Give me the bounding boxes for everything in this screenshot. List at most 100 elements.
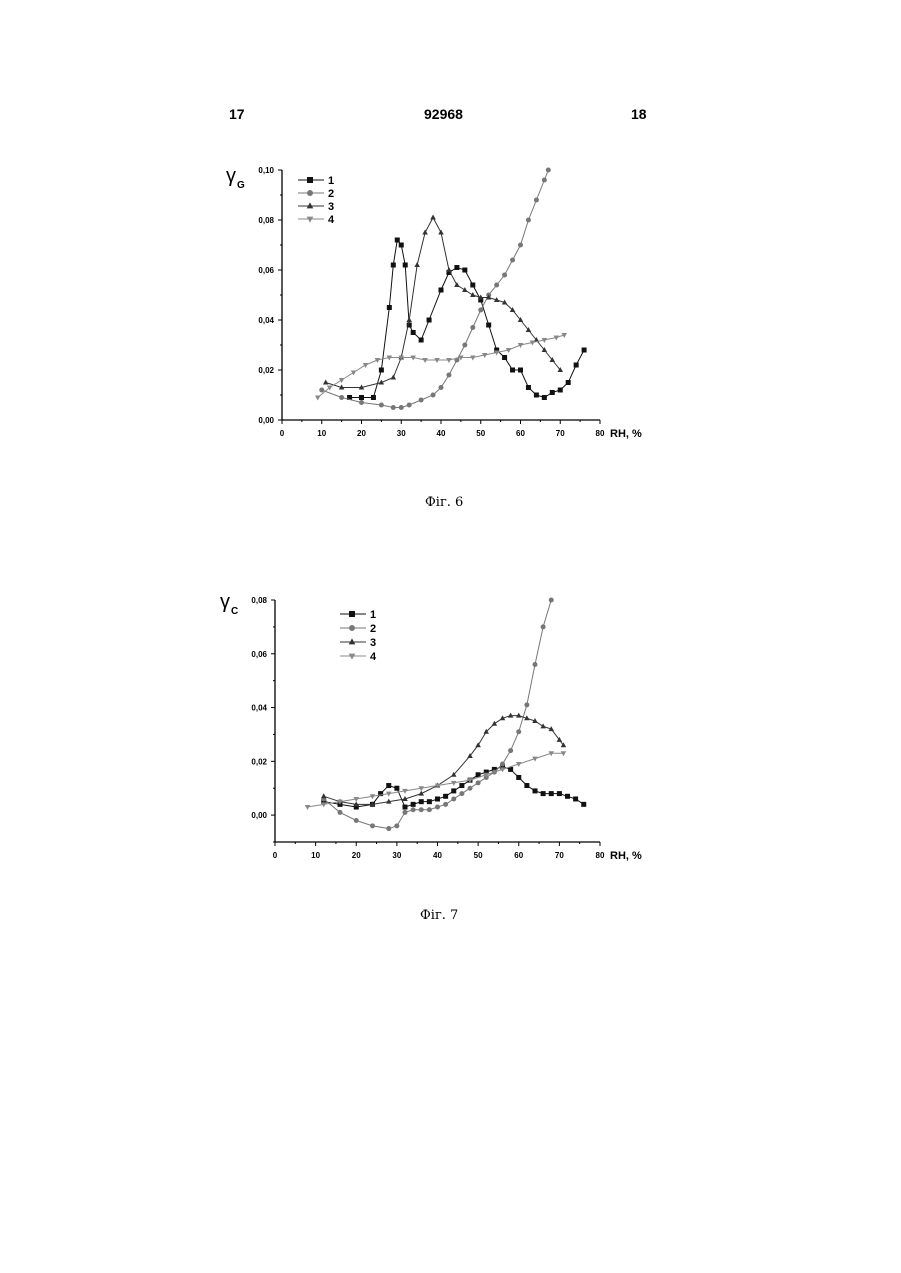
y-tick-label: 0,00 xyxy=(258,416,274,425)
axes: 010203040506070800,000,020,040,060,08RH,… xyxy=(220,580,642,862)
y-tick-label: 0,04 xyxy=(258,316,274,325)
data-point xyxy=(470,283,475,288)
data-point xyxy=(351,371,357,376)
data-point xyxy=(492,721,498,726)
data-point xyxy=(419,799,424,804)
legend-item-1: 1 xyxy=(298,175,334,187)
data-point xyxy=(542,178,547,183)
y-tick-label: 0,02 xyxy=(251,757,267,766)
y-tick-label: 0,06 xyxy=(258,266,274,275)
x-tick-label: 40 xyxy=(437,429,446,438)
data-point xyxy=(339,378,345,383)
figure-7-caption: Фіг. 7 xyxy=(420,908,458,923)
data-point xyxy=(518,368,523,373)
data-point xyxy=(478,308,483,313)
data-point xyxy=(435,796,440,801)
y-tick-label: 0,10 xyxy=(258,166,274,175)
figure-6-chart: 010203040506070800,000,020,040,060,080,1… xyxy=(0,150,901,460)
data-point xyxy=(516,713,522,718)
data-point xyxy=(502,273,507,278)
x-tick-label: 80 xyxy=(596,851,605,860)
data-point xyxy=(411,330,416,335)
data-point xyxy=(386,783,391,788)
series-line xyxy=(350,240,585,398)
data-point xyxy=(411,807,416,812)
legend-marker xyxy=(349,625,355,631)
data-point xyxy=(431,393,436,398)
figure-6-caption: Фіг. 6 xyxy=(425,495,463,510)
data-point xyxy=(407,403,412,408)
patent-number: 92968 xyxy=(424,106,463,122)
y-tick-label: 0,08 xyxy=(258,216,274,225)
data-point xyxy=(565,794,570,799)
data-point xyxy=(321,793,327,798)
legend-label: 3 xyxy=(370,637,376,649)
x-tick-label: 20 xyxy=(357,429,366,438)
data-point xyxy=(468,786,473,791)
y-axis-label-subscript: G xyxy=(237,180,245,191)
x-tick-label: 60 xyxy=(516,429,525,438)
data-point xyxy=(462,268,467,273)
legend-item-4: 4 xyxy=(298,214,335,226)
data-point xyxy=(370,823,375,828)
data-point xyxy=(391,263,396,268)
data-point xyxy=(451,788,456,793)
data-point xyxy=(454,265,459,270)
data-point xyxy=(419,398,424,403)
data-point xyxy=(411,802,416,807)
data-point xyxy=(462,343,467,348)
data-point xyxy=(391,405,396,410)
legend-marker xyxy=(349,611,355,617)
page-number-left: 17 xyxy=(229,106,245,122)
data-point xyxy=(558,388,563,393)
data-point xyxy=(443,794,448,799)
data-point xyxy=(542,395,547,400)
series-1 xyxy=(347,238,587,401)
data-point xyxy=(446,373,451,378)
legend-marker xyxy=(307,177,313,183)
data-point xyxy=(359,400,364,405)
legend-label: 2 xyxy=(370,623,376,635)
data-point xyxy=(502,355,507,360)
data-point xyxy=(533,788,538,793)
data-point xyxy=(387,305,392,310)
data-point xyxy=(319,388,324,393)
data-point xyxy=(427,807,432,812)
data-point xyxy=(451,796,456,801)
legend-item-4: 4 xyxy=(340,651,377,663)
data-point xyxy=(516,729,521,734)
legend-label: 3 xyxy=(328,201,334,213)
data-point xyxy=(438,230,444,235)
data-point xyxy=(541,624,546,629)
data-point xyxy=(581,802,586,807)
x-axis-label: RH, % xyxy=(610,850,642,862)
data-point xyxy=(508,713,514,718)
legend-marker xyxy=(349,638,356,644)
data-point xyxy=(549,791,554,796)
data-point xyxy=(354,818,359,823)
data-point xyxy=(476,780,481,785)
data-point xyxy=(406,317,412,322)
data-point xyxy=(462,287,468,292)
data-point xyxy=(510,368,515,373)
series-1 xyxy=(321,764,586,809)
x-tick-label: 20 xyxy=(352,851,361,860)
data-point xyxy=(510,258,515,263)
x-tick-label: 50 xyxy=(476,429,485,438)
data-point xyxy=(430,215,436,220)
data-point xyxy=(427,318,432,323)
series-3 xyxy=(321,713,566,807)
x-tick-label: 80 xyxy=(596,429,605,438)
x-tick-label: 0 xyxy=(273,851,278,860)
data-point xyxy=(518,243,523,248)
data-point xyxy=(508,748,513,753)
series-line xyxy=(326,218,561,388)
data-point xyxy=(439,385,444,390)
data-point xyxy=(454,282,460,287)
data-point xyxy=(459,783,464,788)
data-point xyxy=(403,810,408,815)
data-point xyxy=(486,323,491,328)
series-4 xyxy=(315,333,567,401)
y-axis-label: γ xyxy=(220,591,230,613)
data-point xyxy=(443,802,448,807)
